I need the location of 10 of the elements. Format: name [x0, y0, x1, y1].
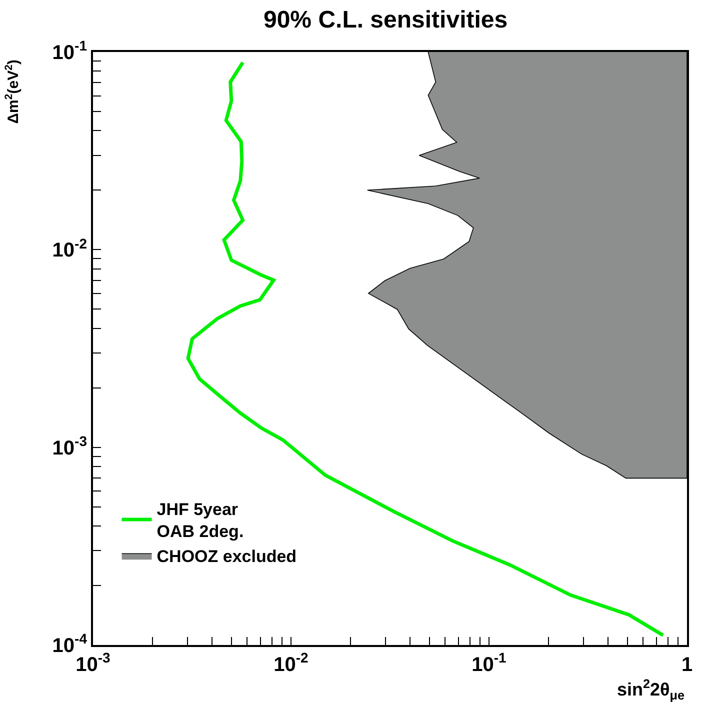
x-axis-title: sin$^{2}$2θ$_{μe}$ — [617, 677, 684, 702]
x-tick-label: 10$^{-1}$ — [472, 650, 507, 676]
y-tick-label: 10$^{-1}$ — [52, 38, 88, 64]
chart-title: 90% C.L. sensitivities — [263, 6, 508, 34]
legend-label: CHOOZ excluded — [156, 547, 297, 566]
legend-label: JHF 5year OAB 2deg. — [156, 500, 244, 542]
y-tick-label: 10$^{-2}$ — [52, 235, 88, 262]
y-tick-label: 10$^{-3}$ — [52, 432, 88, 460]
x-tick-label: 10$^{-2}$ — [274, 650, 309, 676]
x-tick-label: 1 — [681, 654, 693, 676]
